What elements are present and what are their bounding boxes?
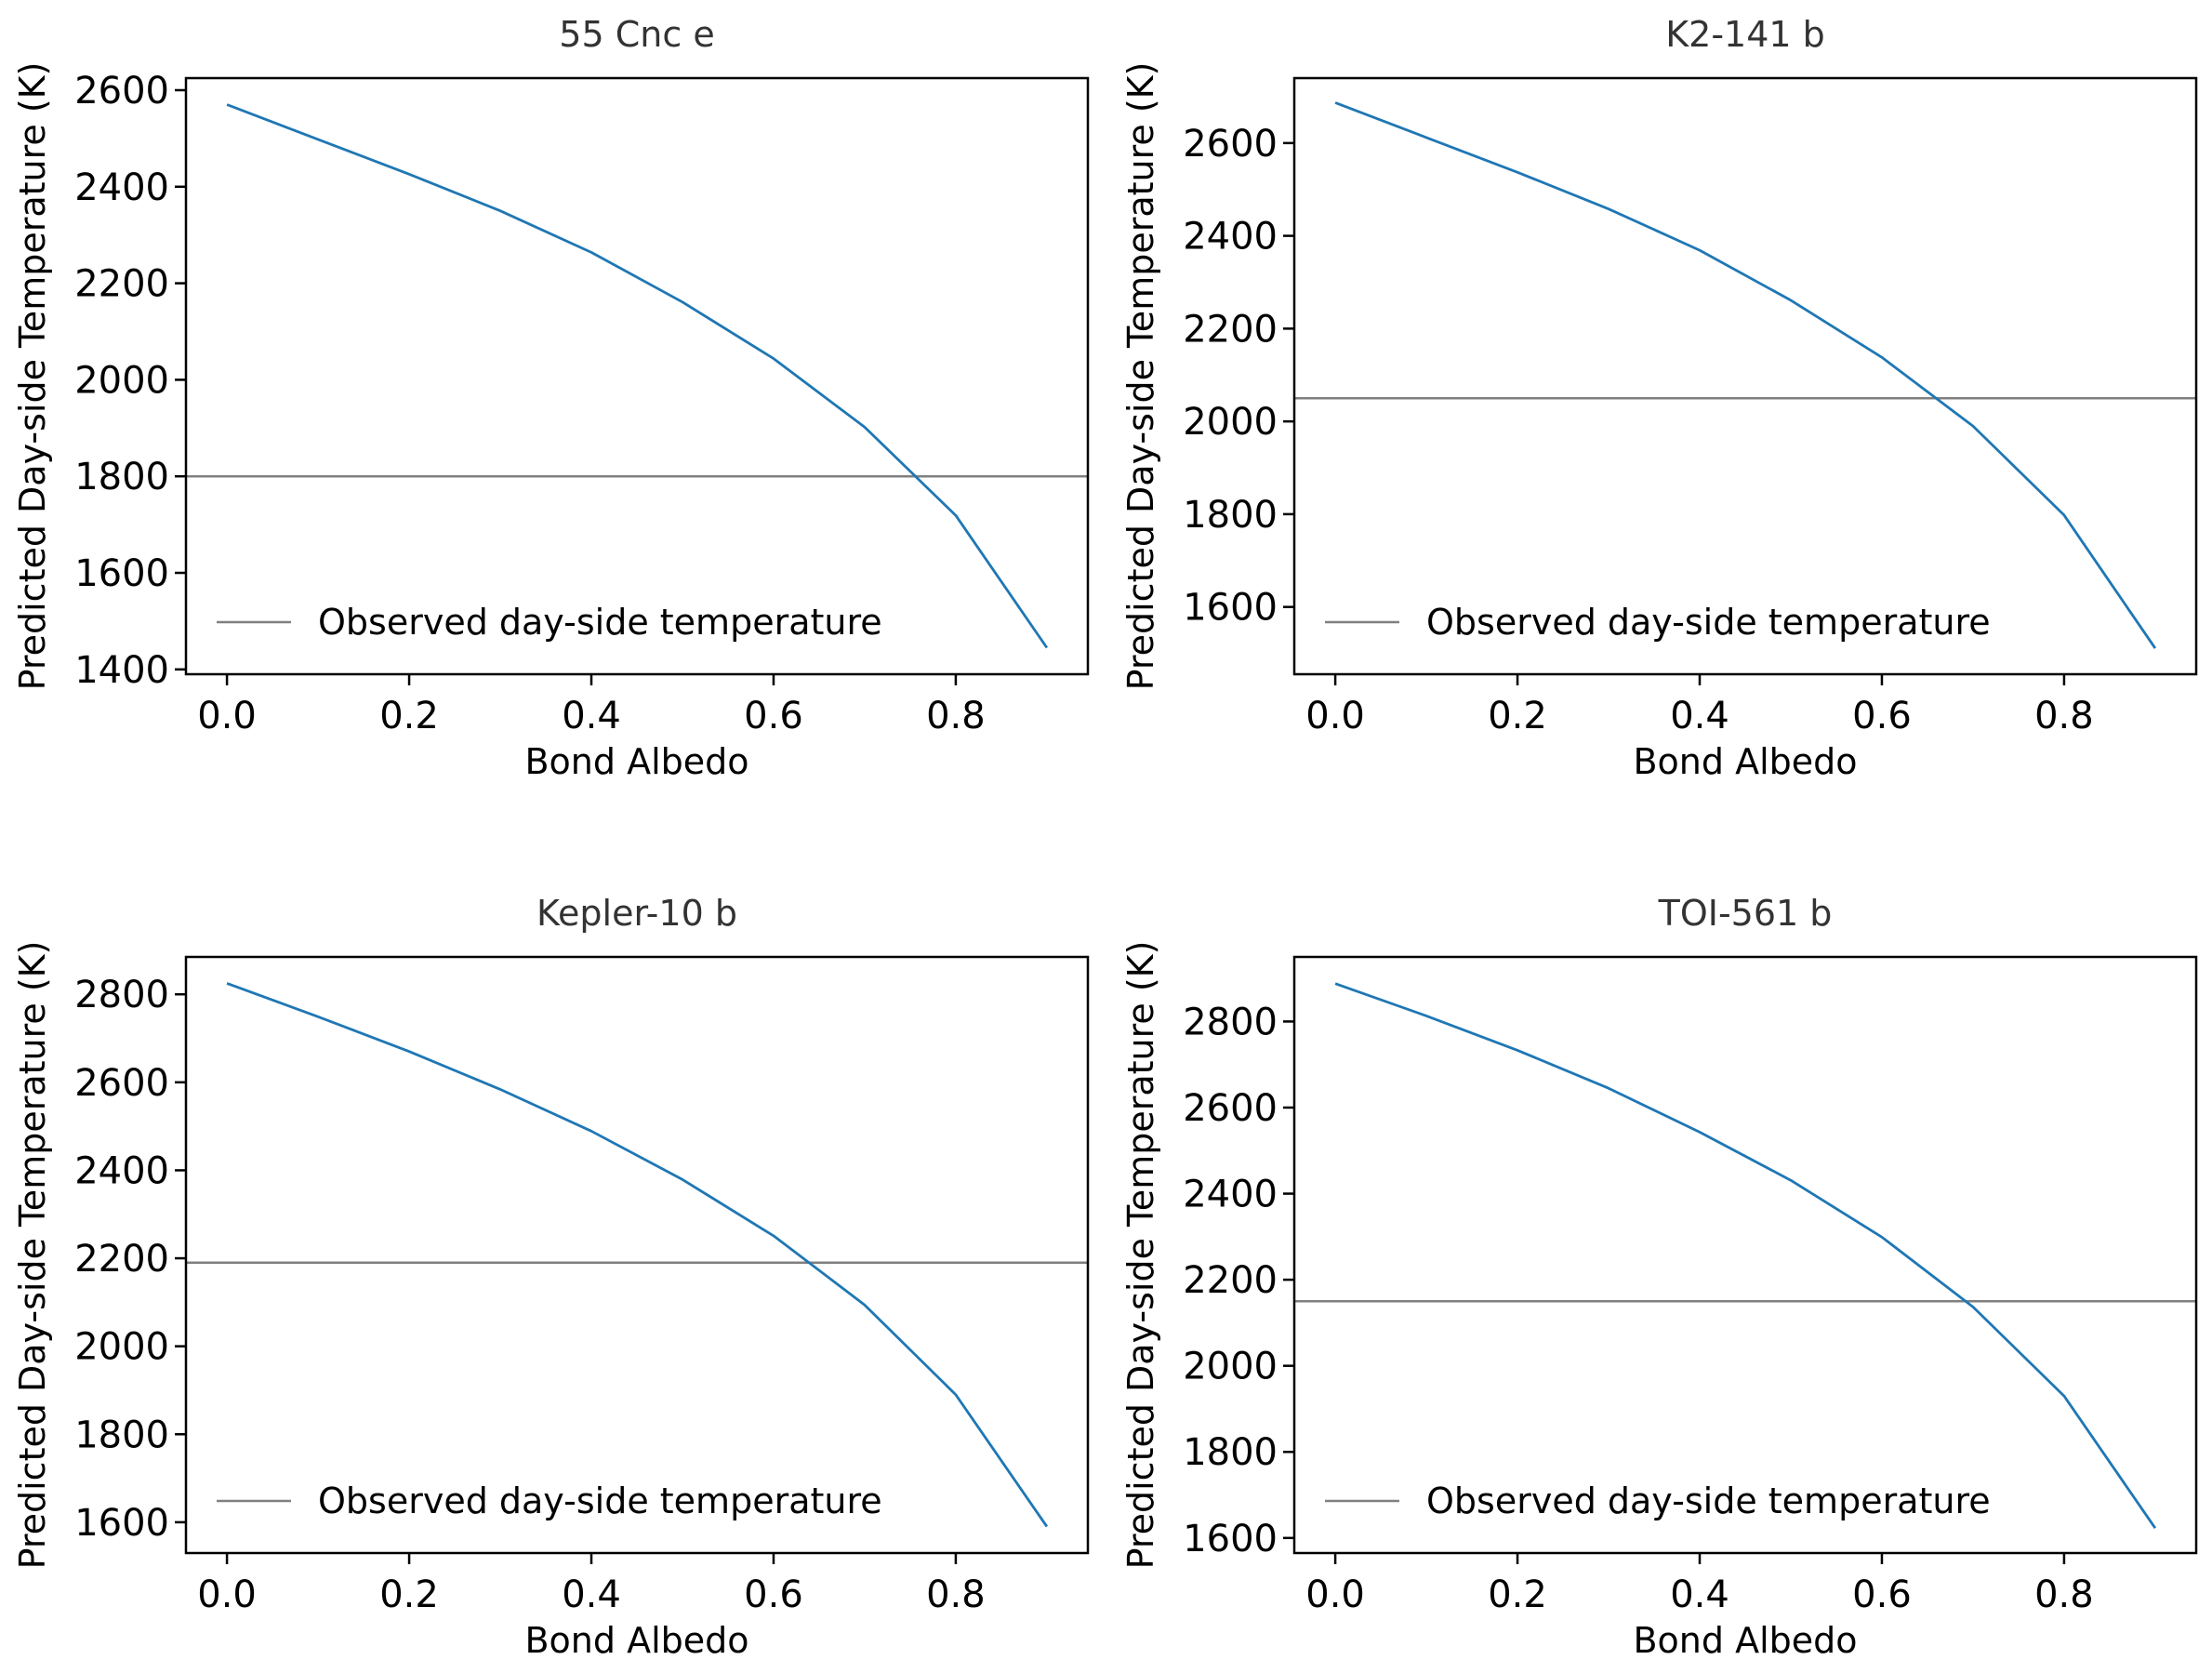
x-tick-label: 0.2 — [1488, 1573, 1547, 1616]
panel-1: 55 Cnc e 0.0 0.2 0.4 0.6 0.8 1400 1600 1800 2000 2… — [12, 14, 1090, 782]
plot-frame — [184, 76, 1090, 676]
x-axis-label: Bond Albedo — [524, 1620, 748, 1661]
y-tick-label: 2200 — [74, 1238, 169, 1281]
x-tick-label: 0.8 — [926, 1573, 986, 1616]
y-tick-label: 2000 — [74, 359, 169, 402]
y-axis-label: Predicted Day-side Temperature (K) — [1120, 62, 1161, 691]
x-tick-label: 0.6 — [1852, 695, 1912, 737]
plot-frame — [1292, 955, 2198, 1555]
y-tick-label: 2600 — [1183, 123, 1278, 166]
panel-2: K2-141 b 0.0 0.2 0.4 0.6 0.8 1600 1800 2000 2200 2… — [1120, 14, 2198, 782]
y-tick-label: 1800 — [1183, 494, 1278, 537]
y-axis-label: Predicted Day-side Temperature (K) — [12, 62, 53, 691]
x-axis-label: Bond Albedo — [1633, 1620, 1857, 1661]
x-axis-label: Bond Albedo — [1633, 741, 1857, 782]
x-tick-label: 0.4 — [1670, 695, 1729, 737]
y-tick-label: 2800 — [74, 974, 169, 1016]
plot-frame — [184, 955, 1090, 1555]
panel-4: TOI-561 b 0.0 0.2 0.4 0.6 0.8 1600 1800 2000 2200… — [1120, 893, 2198, 1661]
x-tick-label: 0.8 — [2034, 695, 2094, 737]
x-tick-label: 0.6 — [1852, 1573, 1912, 1616]
x-tick-label: 0.8 — [2034, 1573, 2094, 1616]
x-tick-label: 0.8 — [926, 695, 986, 737]
x-tick-label: 0.0 — [1305, 695, 1365, 737]
series-line-1 — [226, 982, 1049, 1528]
y-tick-label: 2600 — [74, 70, 169, 113]
x-tick-label: 0.2 — [1488, 695, 1547, 737]
y-axis-label: Predicted Day-side Temperature (K) — [1120, 941, 1161, 1570]
x-tick-label: 0.6 — [744, 1573, 803, 1616]
plot-frame — [1292, 76, 2198, 676]
y-tick-label: 2800 — [1183, 1001, 1278, 1043]
y-tick-label: 2200 — [74, 263, 169, 306]
y-tick-label: 1600 — [74, 552, 169, 595]
x-tick-label: 0.2 — [379, 1573, 439, 1616]
y-axis-label: Predicted Day-side Temperature (K) — [12, 941, 53, 1570]
y-tick-label: 2400 — [74, 1149, 169, 1192]
x-tick-label: 0.4 — [562, 695, 621, 737]
y-tick-label: 2000 — [1183, 401, 1278, 444]
series-line-1 — [1334, 101, 2157, 649]
y-tick-label: 1800 — [74, 456, 169, 498]
y-tick-label: 2000 — [1183, 1346, 1278, 1388]
panel-title: Kepler-10 b — [536, 893, 737, 934]
y-tick-label: 1400 — [74, 649, 169, 692]
legend-label: Observed day-side temperature — [318, 602, 882, 643]
panel-title: K2-141 b — [1665, 14, 1825, 55]
y-tick-label: 1600 — [74, 1502, 169, 1545]
legend-label: Observed day-side temperature — [318, 1480, 882, 1521]
x-tick-label: 0.0 — [1305, 1573, 1365, 1616]
y-tick-label: 2400 — [1183, 1174, 1278, 1216]
x-tick-label: 0.6 — [744, 695, 803, 737]
y-tick-label: 1600 — [1183, 587, 1278, 630]
x-tick-label: 0.0 — [197, 695, 257, 737]
x-tick-label: 0.4 — [562, 1573, 621, 1616]
panel-title: TOI-561 b — [1658, 893, 1833, 934]
x-tick-label: 0.4 — [1670, 1573, 1729, 1616]
x-axis-label: Bond Albedo — [524, 741, 748, 782]
y-tick-label: 1800 — [1183, 1431, 1278, 1474]
x-tick-label: 0.0 — [197, 1573, 257, 1616]
y-tick-label: 1600 — [1183, 1518, 1278, 1560]
series-line-1 — [1334, 982, 2157, 1529]
y-tick-label: 2600 — [74, 1062, 169, 1105]
legend-label: Observed day-side temperature — [1426, 602, 1991, 643]
legend-label: Observed day-side temperature — [1426, 1480, 1991, 1521]
y-tick-label: 2400 — [74, 166, 169, 209]
y-tick-label: 1800 — [74, 1414, 169, 1456]
series-line-1 — [226, 103, 1049, 649]
y-tick-label: 2200 — [1183, 308, 1278, 351]
y-tick-label: 2000 — [74, 1326, 169, 1369]
y-tick-label: 2600 — [1183, 1087, 1278, 1130]
y-tick-label: 2200 — [1183, 1259, 1278, 1302]
panel-3: Kepler-10 b 0.0 0.2 0.4 0.6 0.8 1600 1800 2000 22… — [12, 893, 1090, 1661]
panel-title: 55 Cnc e — [559, 14, 714, 55]
y-tick-label: 2400 — [1183, 216, 1278, 259]
x-tick-label: 0.2 — [379, 695, 439, 737]
